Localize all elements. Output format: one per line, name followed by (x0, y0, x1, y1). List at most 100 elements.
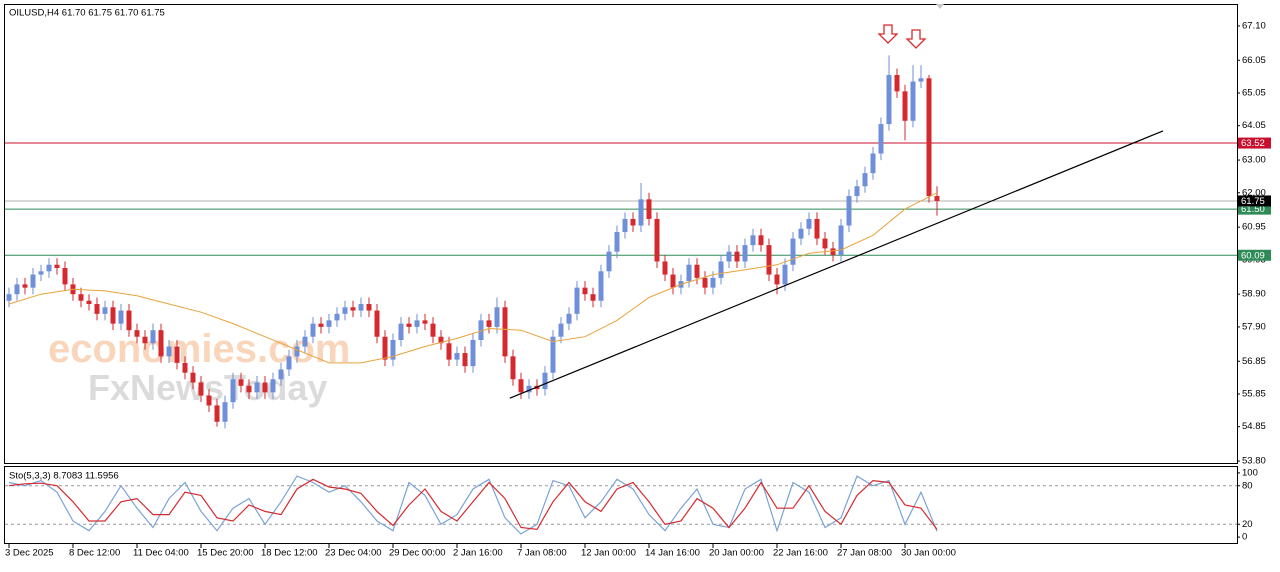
candle-body (62, 268, 68, 285)
main-panel-border (4, 4, 1238, 464)
candle-body (846, 196, 852, 226)
plot-layer: 67.1066.0565.0564.0563.0062.0060.9559.95… (5, 20, 1271, 559)
candle-body (790, 238, 796, 265)
price-label-box (1238, 137, 1271, 149)
candle-body (358, 304, 364, 311)
candle-body (894, 75, 900, 92)
price-label-box (1238, 195, 1271, 207)
candle-body (766, 245, 772, 275)
candle-body (102, 307, 108, 314)
candle-body (750, 235, 756, 246)
candle-body (14, 284, 20, 295)
candle-body (78, 294, 84, 301)
candle-body (782, 264, 788, 285)
candle-body (350, 307, 356, 311)
candle-body (526, 385, 532, 393)
price-label: 63.52 (1241, 138, 1265, 149)
candle-body (382, 336, 388, 360)
y-tick-label: 53.80 (1242, 456, 1266, 467)
candle-body (22, 284, 28, 288)
x-tick-label: 11 Dec 04:00 (133, 548, 189, 559)
x-tick-label: 27 Jan 08:00 (837, 548, 892, 559)
candle-body (598, 271, 604, 301)
candle-body (390, 339, 396, 360)
candle-body (254, 382, 260, 393)
x-tick-label: 30 Jan 00:00 (901, 548, 956, 559)
x-tick-label: 7 Jan 08:00 (517, 548, 567, 559)
candle-body (134, 330, 140, 337)
candle-body (614, 232, 620, 252)
trend-line (509, 130, 1164, 399)
candle-body (302, 336, 308, 347)
candle-body (878, 124, 884, 154)
candle-body (734, 251, 740, 262)
candle-body (910, 81, 916, 121)
x-tick-label: 29 Dec 00:00 (389, 548, 446, 559)
candle-body (238, 379, 244, 386)
candle-body (206, 395, 212, 406)
price-label-box (1238, 249, 1271, 261)
y-tick-label: 62.00 (1242, 187, 1266, 198)
candle-body (158, 330, 164, 357)
y-tick-label: 56.85 (1242, 356, 1266, 367)
candle-body (46, 264, 52, 272)
indicator-header: Sto(5,3,3) 8.7083 11.5956 (9, 471, 119, 482)
candle-body (478, 320, 484, 340)
candle-body (286, 356, 292, 370)
oscillator-line (8, 475, 938, 535)
y-tick-label: 54.85 (1242, 421, 1266, 432)
candle-body (798, 228, 804, 239)
candle-body (422, 320, 428, 324)
candle-body (214, 405, 220, 422)
candle-body (494, 307, 500, 327)
candle-body (118, 310, 124, 324)
y-tick-label: 65.05 (1242, 88, 1266, 99)
x-tick-label: 20 Jan 00:00 (709, 548, 764, 559)
candle-body (30, 274, 36, 288)
candle-body (270, 379, 276, 393)
candle-body (742, 245, 748, 262)
candle-body (934, 196, 940, 201)
candle-body (462, 353, 468, 367)
candle-body (838, 225, 844, 255)
candle-body (726, 251, 732, 262)
shift-marker (936, 4, 944, 9)
candle-body (566, 313, 572, 324)
x-tick-label: 18 Dec 12:00 (261, 548, 318, 559)
y-tick-label: 55.85 (1242, 388, 1266, 399)
y-tick-label: 64.05 (1242, 120, 1266, 131)
candle-body (470, 339, 476, 367)
y-tick-label: 63.00 (1242, 155, 1266, 166)
candle-body (438, 336, 444, 344)
candle-body (902, 91, 908, 121)
candle-body (86, 300, 92, 305)
candle-body (606, 251, 612, 272)
candle-body (318, 323, 324, 327)
chart-header: OILUSD,H4 61.70 61.75 61.70 61.75 (9, 8, 165, 19)
candle-body (94, 304, 100, 314)
price-label: 60.09 (1241, 250, 1265, 261)
marker-arrow (905, 29, 927, 49)
watermark: economies.com (48, 327, 350, 371)
candle-body (662, 261, 668, 275)
candle-body (38, 271, 44, 275)
y-tick-label: 80 (1242, 480, 1253, 491)
candle-body (622, 218, 628, 233)
y-tick-label: 57.90 (1242, 321, 1266, 332)
candle-body (870, 153, 876, 174)
candle-body (54, 264, 60, 269)
candle-body (670, 274, 676, 288)
candle-body (630, 218, 636, 226)
candle-body (518, 379, 524, 393)
candle-body (646, 199, 652, 219)
candle-body (862, 173, 868, 187)
candle-body (334, 313, 340, 321)
x-tick-label: 14 Jan 16:00 (645, 548, 700, 559)
candle-body (694, 264, 700, 278)
x-tick-label: 3 Dec 2025 (5, 548, 54, 559)
candle-body (182, 362, 188, 373)
candle-body (654, 218, 660, 262)
candle-body (398, 323, 404, 340)
candle-body (718, 261, 724, 278)
candle-body (918, 78, 924, 82)
